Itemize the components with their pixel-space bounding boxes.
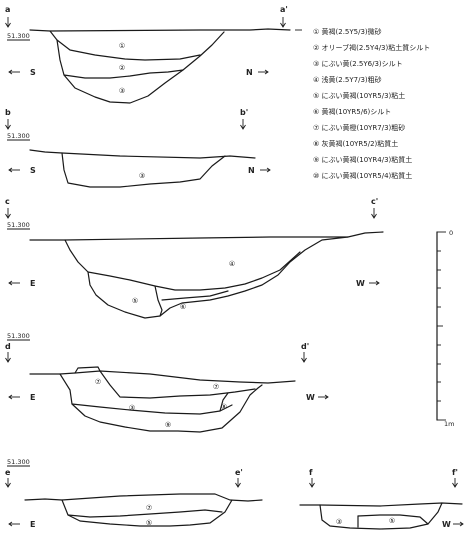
section-b-left-dir: S	[30, 166, 36, 175]
section-d-elevation: 51.300	[7, 332, 30, 340]
section-d: 51.300 d d' ⑦ ⑦ ③ ⑧ ⑨ E W	[5, 332, 329, 433]
section-e-layer-2: ⑤	[146, 519, 152, 527]
legend-item-8: ⑧ 灰黄褐(10YR5/2)粘質土	[313, 139, 398, 148]
legend: ① 黄褐(2.5Y5/3)微砂 ② オリーブ褐(2.5Y4/3)粘土質シルト ③…	[313, 27, 430, 180]
section-b-start-label: b	[5, 108, 11, 117]
section-b-layer-1: ③	[139, 172, 145, 180]
section-f-right-dir: W	[442, 520, 451, 529]
section-c-start-label: c	[5, 197, 10, 206]
section-d-layer-1: ⑦	[95, 378, 101, 386]
section-a-end-label: a'	[280, 5, 288, 14]
section-c-left-dir: E	[30, 279, 35, 288]
section-e-start-label: e	[5, 468, 11, 477]
section-e-left-dir: E	[30, 520, 35, 529]
section-a-layer-2: ②	[119, 64, 125, 72]
section-f-end-label: f'	[452, 468, 458, 477]
section-a-right-dir: N	[246, 68, 253, 77]
section-d-layer-5: ⑨	[165, 421, 171, 429]
section-e-end-label: e'	[235, 468, 243, 477]
section-a-layer-3: ③	[119, 87, 125, 95]
section-f-layer-1: ③	[336, 518, 342, 526]
scale-bottom-label: 1m	[444, 420, 454, 428]
legend-item-2: ② オリーブ褐(2.5Y4/3)粘土質シルト	[313, 43, 430, 52]
scale-bar: 0 1m	[436, 229, 454, 428]
section-e-elevation: 51.300	[7, 458, 30, 466]
section-a-elevation: 51.300	[7, 32, 30, 40]
section-b: b b' 51.300 ③ S N	[5, 108, 271, 188]
section-f: f f' ③ ⑤ W	[299, 468, 464, 530]
scale-top-label: 0	[449, 229, 453, 237]
legend-item-1: ① 黄褐(2.5Y5/3)微砂	[313, 27, 382, 36]
section-b-right-dir: N	[248, 166, 255, 175]
section-c-layer-3: ⑥	[180, 303, 186, 311]
section-a-layer-1: ①	[119, 42, 125, 50]
section-c-layer-2: ⑤	[132, 297, 138, 305]
legend-item-7: ⑦ にぶい黄橙(10YR7/3)粗砂	[313, 123, 405, 132]
section-c-end-label: c'	[371, 197, 378, 206]
section-f-start-label: f	[309, 468, 313, 477]
section-f-layer-2: ⑤	[389, 517, 395, 525]
section-c-right-dir: W	[356, 279, 365, 288]
section-d-right-dir: W	[306, 393, 315, 402]
section-d-left-dir: E	[30, 393, 35, 402]
section-d-start-label: d	[5, 342, 11, 351]
section-a: a a' 51.300 ① ② ③ S N	[5, 5, 302, 104]
legend-item-6: ⑥ 黄褐(10YR5/6)シルト	[313, 107, 391, 116]
section-d-end-label: d'	[301, 342, 309, 351]
section-d-layer-4: ⑧	[221, 403, 227, 411]
legend-item-5: ⑤ にぶい黄褐(10YR5/3)粘土	[313, 91, 405, 100]
section-c-elevation: 51.300	[7, 221, 30, 229]
section-e: 51.300 e e' ⑦ ⑤ E	[5, 458, 263, 529]
legend-item-10: ⑩ にぶい黄褐(10YR5/4)粘質土	[313, 171, 412, 180]
section-c: c c' 51.300 ④ ⑤ ⑥ E W	[5, 197, 384, 319]
section-b-elevation: 51.300	[7, 132, 30, 140]
section-d-layer-2: ⑦	[213, 383, 219, 391]
section-a-start-label: a	[5, 5, 10, 14]
legend-item-3: ③ にぶい黄(2.5Y6/3)シルト	[313, 59, 403, 68]
section-a-left-dir: S	[30, 68, 36, 77]
legend-item-9: ⑨ にぶい黄褐(10YR4/3)粘質土	[313, 155, 412, 164]
legend-item-4: ④ 浅黄(2.5Y7/3)粗砂	[313, 75, 382, 84]
section-b-end-label: b'	[240, 108, 248, 117]
section-c-layer-1: ④	[229, 260, 235, 268]
section-d-layer-3: ③	[129, 404, 135, 412]
section-e-layer-1: ⑦	[146, 504, 152, 512]
